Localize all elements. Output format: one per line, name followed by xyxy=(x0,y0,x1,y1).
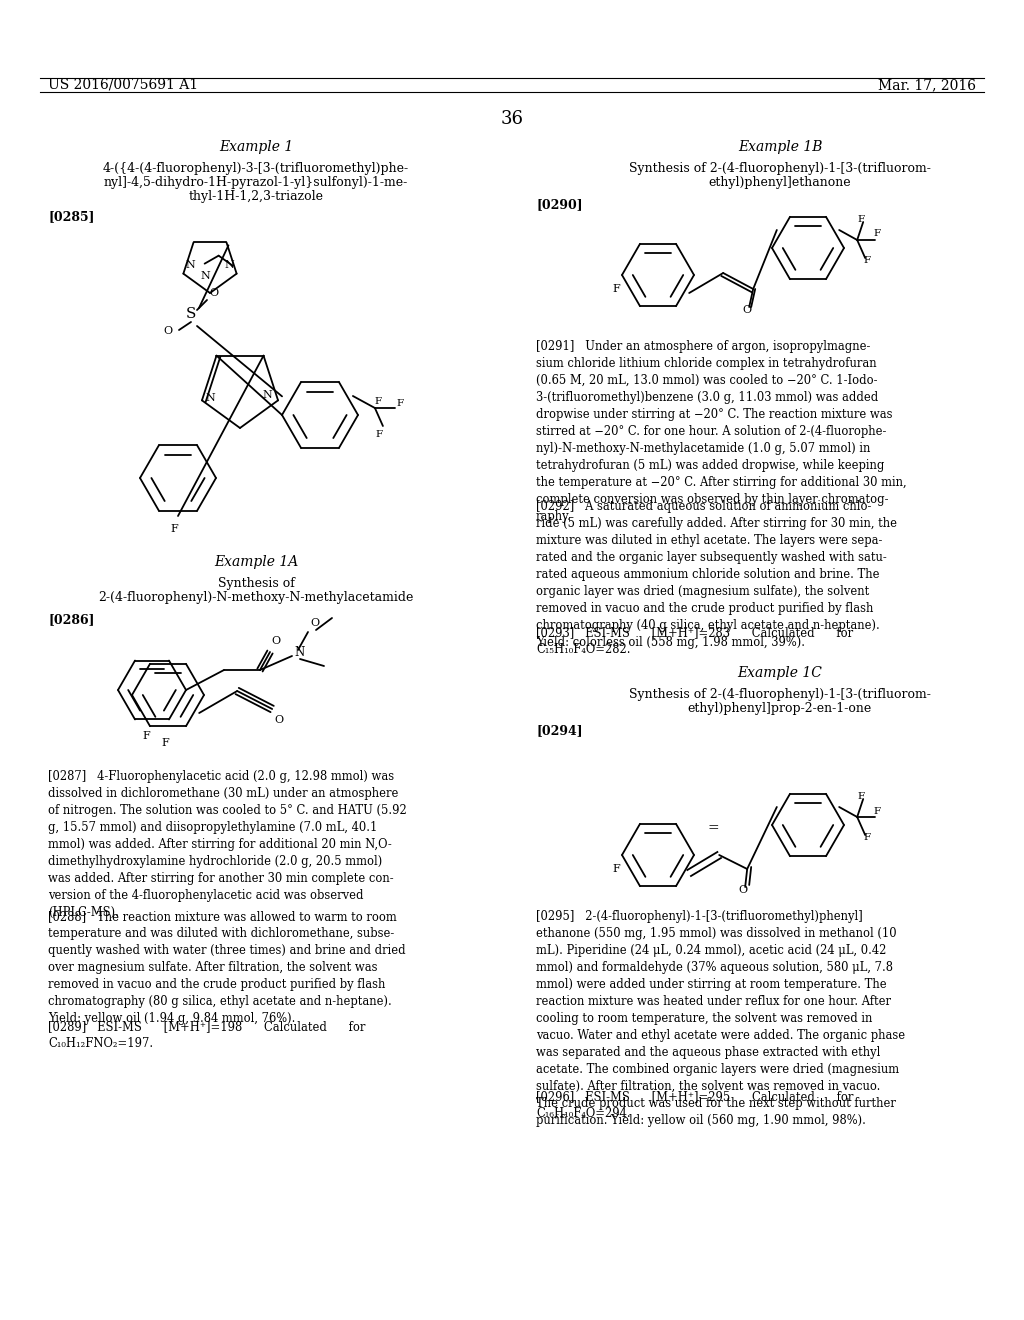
Text: F: F xyxy=(612,284,620,294)
Text: [0288]   The reaction mixture was allowed to warm to room
temperature and was di: [0288] The reaction mixture was allowed … xyxy=(48,909,406,1026)
Text: [0293]   ESI-MS      [M+H⁺]=283      Calculated      for
C₁₅H₁₀F₄O=282.: [0293] ESI-MS [M+H⁺]=283 Calculated for … xyxy=(536,626,853,656)
Text: F: F xyxy=(863,256,870,265)
Text: O: O xyxy=(310,618,319,628)
Text: N: N xyxy=(262,391,272,400)
Text: F: F xyxy=(397,400,404,408)
Text: [0292]   A saturated aqueous solution of ammonium chlo-
ride (5 mL) was carefull: [0292] A saturated aqueous solution of a… xyxy=(536,500,897,649)
Text: nyl]-4,5-dihydro-1H-pyrazol-1-yl}sulfonyl)-1-me-: nyl]-4,5-dihydro-1H-pyrazol-1-yl}sulfony… xyxy=(103,176,409,189)
Text: F: F xyxy=(858,792,864,801)
Text: F: F xyxy=(375,397,382,407)
Text: Synthesis of 2-(4-fluorophenyl)-1-[3-(trifluorom-: Synthesis of 2-(4-fluorophenyl)-1-[3-(tr… xyxy=(629,688,931,701)
Text: US 2016/0075691 A1: US 2016/0075691 A1 xyxy=(48,78,198,92)
Text: Example 1: Example 1 xyxy=(219,140,293,154)
Text: Example 1B: Example 1B xyxy=(737,140,822,154)
Text: Synthesis of: Synthesis of xyxy=(217,577,295,590)
Text: N: N xyxy=(225,260,234,269)
Text: F: F xyxy=(612,865,620,874)
Text: O: O xyxy=(271,636,281,645)
Text: 2-(4-fluorophenyl)-N-methoxy-N-methylacetamide: 2-(4-fluorophenyl)-N-methoxy-N-methylace… xyxy=(98,591,414,605)
Text: [0289]   ESI-MS      [M+H⁺]=198      Calculated      for
C₁₀H₁₂FNO₂=197.: [0289] ESI-MS [M+H⁺]=198 Calculated for … xyxy=(48,1020,366,1049)
Text: O: O xyxy=(742,305,752,315)
Text: F: F xyxy=(873,230,881,239)
Text: [0290]: [0290] xyxy=(536,198,583,211)
Text: O: O xyxy=(209,288,218,298)
Text: F: F xyxy=(863,833,870,842)
Text: [0285]: [0285] xyxy=(48,210,94,223)
Text: 4-({4-(4-fluorophenyl)-3-[3-(trifluoromethyl)phe-: 4-({4-(4-fluorophenyl)-3-[3-(trifluorome… xyxy=(103,162,409,176)
Text: ethyl)phenyl]prop-2-en-1-one: ethyl)phenyl]prop-2-en-1-one xyxy=(688,702,872,715)
Text: =: = xyxy=(708,821,719,836)
Text: S: S xyxy=(185,308,197,321)
Text: 36: 36 xyxy=(501,110,523,128)
Text: [0287]   4-Fluorophenylacetic acid (2.0 g, 12.98 mmol) was
dissolved in dichloro: [0287] 4-Fluorophenylacetic acid (2.0 g,… xyxy=(48,770,407,919)
Text: thyl-1H-1,2,3-triazole: thyl-1H-1,2,3-triazole xyxy=(188,190,324,203)
Text: O: O xyxy=(274,715,284,725)
Text: Example 1A: Example 1A xyxy=(214,554,298,569)
Text: N: N xyxy=(206,393,216,404)
Text: N: N xyxy=(185,260,196,269)
Text: F: F xyxy=(170,524,178,535)
Text: [0295]   2-(4-fluorophenyl)-1-[3-(trifluoromethyl)phenyl]
ethanone (550 mg, 1.95: [0295] 2-(4-fluorophenyl)-1-[3-(trifluor… xyxy=(536,909,905,1127)
Text: [0286]: [0286] xyxy=(48,612,94,626)
Text: F: F xyxy=(873,807,881,816)
Text: Mar. 17, 2016: Mar. 17, 2016 xyxy=(878,78,976,92)
Text: F: F xyxy=(161,738,169,748)
Text: Example 1C: Example 1C xyxy=(737,667,822,680)
Text: [0291]   Under an atmosphere of argon, isopropylmagne-
sium chloride lithium chl: [0291] Under an atmosphere of argon, iso… xyxy=(536,341,906,523)
Text: F: F xyxy=(858,215,864,224)
Text: N: N xyxy=(294,647,304,660)
Text: [0296]   ESI-MS      [M+H⁺]=295      Calculated      for
C₁₆H₁₀F₄O=294.: [0296] ESI-MS [M+H⁺]=295 Calculated for … xyxy=(536,1090,853,1119)
Text: Synthesis of 2-(4-fluorophenyl)-1-[3-(trifluorom-: Synthesis of 2-(4-fluorophenyl)-1-[3-(tr… xyxy=(629,162,931,176)
Text: O: O xyxy=(164,326,173,337)
Text: O: O xyxy=(738,884,748,895)
Text: N: N xyxy=(200,271,210,281)
Text: F: F xyxy=(376,430,383,440)
Text: [0294]: [0294] xyxy=(536,723,583,737)
Text: F: F xyxy=(142,731,150,741)
Text: ethyl)phenyl]ethanone: ethyl)phenyl]ethanone xyxy=(709,176,851,189)
